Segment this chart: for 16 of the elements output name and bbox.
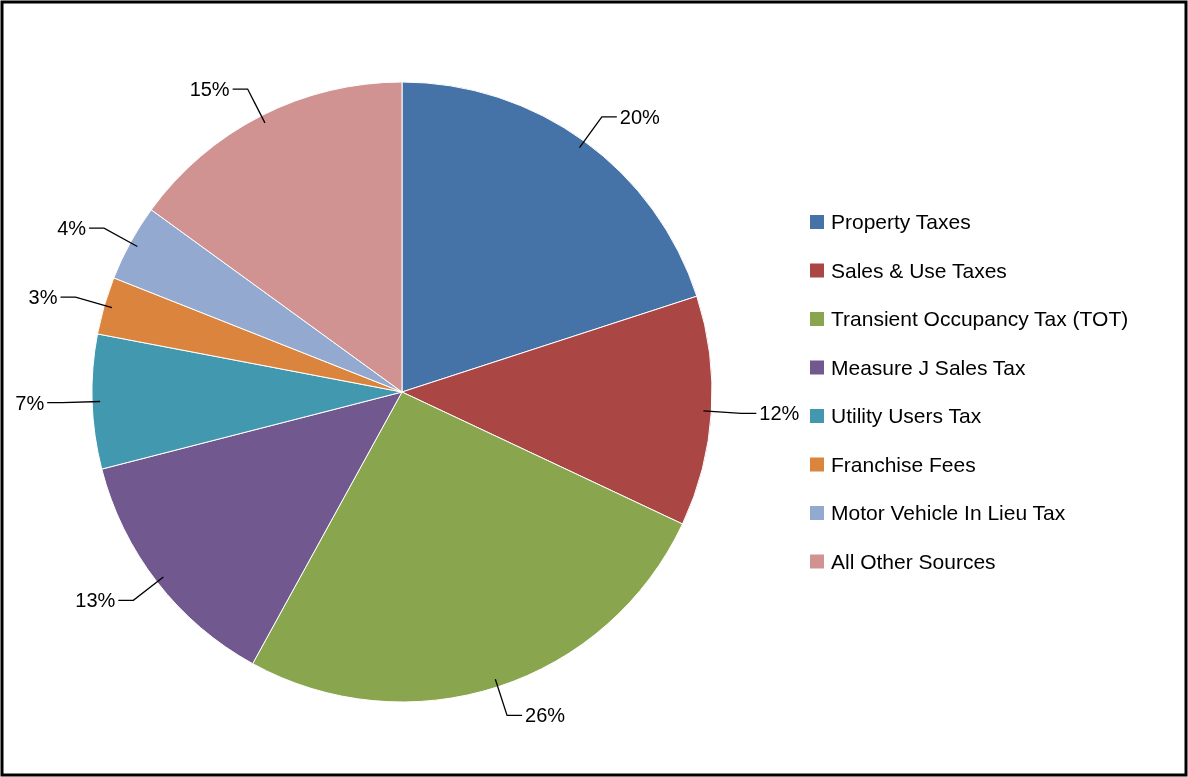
legend-label: All Other Sources <box>831 549 996 573</box>
legend-label: Franchise Fees <box>831 452 976 476</box>
legend-label: Property Taxes <box>831 210 971 234</box>
legend-label: Measure J Sales Tax <box>831 355 1027 379</box>
data-label: 13% <box>75 589 116 612</box>
data-label: 3% <box>28 286 58 309</box>
legend-label: Transient Occupancy Tax (TOT) <box>831 307 1129 331</box>
legend-label: Motor Vehicle In Lieu Tax <box>831 501 1066 525</box>
legend-label: Sales & Use Taxes <box>831 258 1007 282</box>
data-label: 15% <box>189 78 230 101</box>
data-label: 4% <box>57 217 87 240</box>
data-label: 7% <box>15 391 45 414</box>
data-label: 20% <box>619 105 661 128</box>
data-label: 12% <box>759 402 800 425</box>
data-label: 26% <box>525 704 566 727</box>
legend-label: Utility Users Tax <box>831 404 982 428</box>
